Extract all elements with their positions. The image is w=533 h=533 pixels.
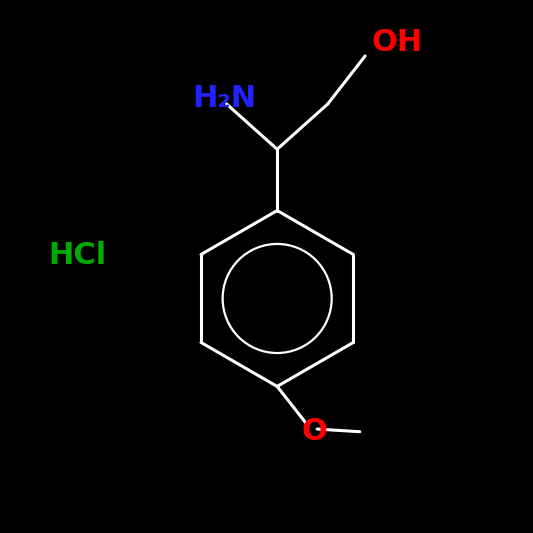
- Text: OH: OH: [372, 28, 423, 57]
- Text: O: O: [302, 417, 327, 446]
- Text: HCl: HCl: [48, 241, 106, 270]
- Text: H₂N: H₂N: [192, 84, 256, 113]
